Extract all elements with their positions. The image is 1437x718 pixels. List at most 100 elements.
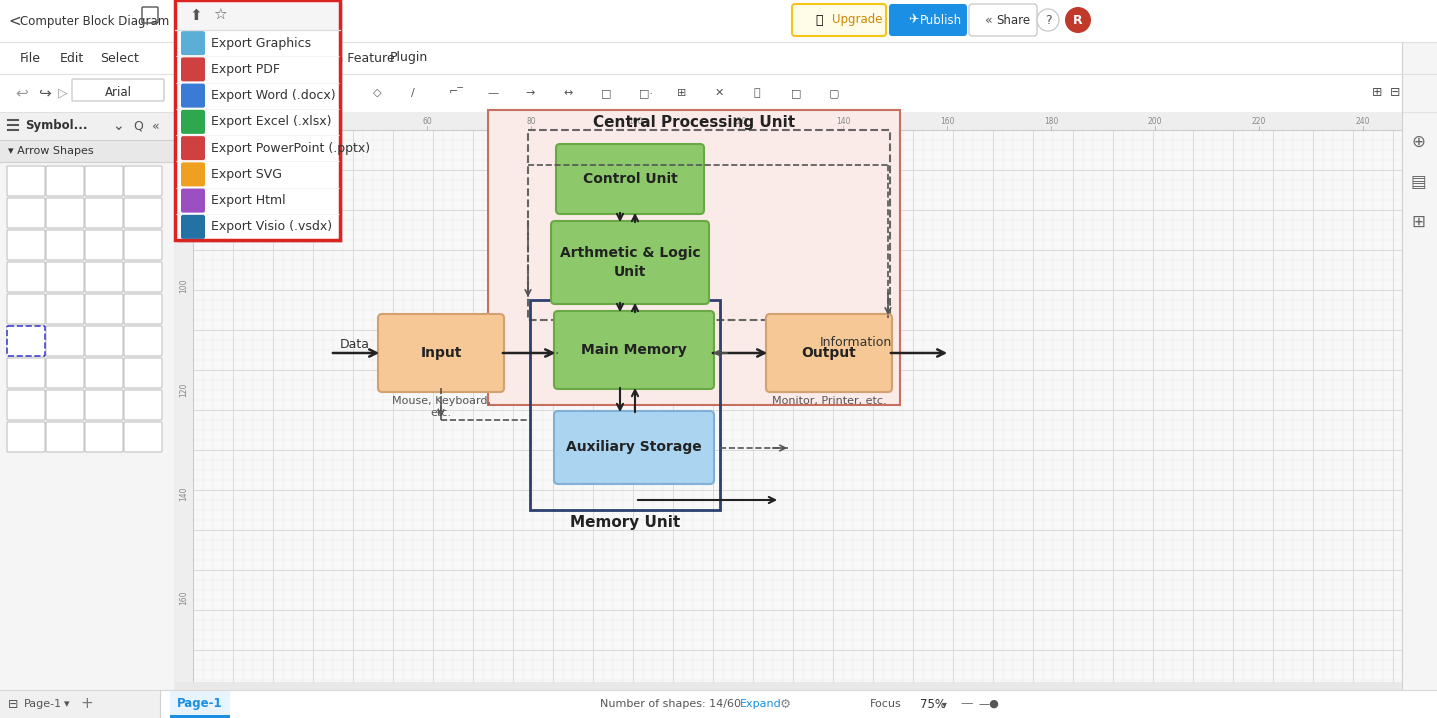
Text: Output: Output [802,346,856,360]
FancyBboxPatch shape [1403,42,1437,690]
Text: T: T [335,88,342,98]
Text: File: File [20,52,42,65]
Text: ✕: ✕ [716,88,724,98]
Text: Arial: Arial [105,86,132,100]
FancyBboxPatch shape [181,189,205,213]
FancyBboxPatch shape [7,390,45,420]
Text: ▤: ▤ [1410,173,1426,191]
FancyBboxPatch shape [124,294,162,324]
Text: R: R [1073,14,1083,27]
Text: Export SVG: Export SVG [211,168,282,181]
Text: <: < [9,14,20,29]
FancyBboxPatch shape [555,411,714,484]
Text: Publish: Publish [920,14,963,27]
Text: Control Unit: Control Unit [582,172,677,186]
Text: ≡▾: ≡▾ [297,88,312,98]
Text: 140: 140 [836,116,851,126]
Text: →: → [525,88,535,98]
Text: Input: Input [420,346,461,360]
FancyBboxPatch shape [85,230,124,260]
Text: Monitor, Printer, etc.: Monitor, Printer, etc. [772,396,887,406]
Text: 75%: 75% [920,697,946,711]
Text: AI: AI [244,52,257,65]
Text: Central Processing Unit: Central Processing Unit [593,116,795,131]
Text: 240: 240 [1355,116,1371,126]
Text: ⊕: ⊕ [1411,133,1426,151]
Text: Main Memory: Main Memory [581,343,687,357]
FancyBboxPatch shape [175,112,193,130]
Text: 160: 160 [940,116,954,126]
FancyBboxPatch shape [378,314,504,392]
Text: Information: Information [821,337,892,350]
FancyBboxPatch shape [0,690,160,718]
Text: Page-1: Page-1 [24,699,62,709]
FancyBboxPatch shape [124,198,162,228]
Text: ↔: ↔ [563,88,572,98]
FancyBboxPatch shape [175,74,1437,112]
Text: Q: Q [134,119,142,133]
Text: Export Excel (.xlsx): Export Excel (.xlsx) [211,116,332,129]
FancyBboxPatch shape [85,198,124,228]
Text: Symbol: Symbol [190,52,237,65]
Text: ⊟: ⊟ [1390,86,1401,100]
Text: ⊞: ⊞ [677,88,687,98]
FancyBboxPatch shape [124,166,162,196]
Text: 🔒: 🔒 [753,88,760,98]
FancyBboxPatch shape [7,422,45,452]
FancyBboxPatch shape [181,57,205,81]
Text: —●: —● [979,699,999,709]
Text: ↩: ↩ [14,85,27,101]
Text: 180: 180 [1043,116,1058,126]
Text: Edit: Edit [60,52,85,65]
Text: 🛒: 🛒 [815,14,822,27]
FancyBboxPatch shape [181,162,205,187]
Text: ⊟: ⊟ [9,697,19,711]
FancyBboxPatch shape [0,112,175,140]
FancyBboxPatch shape [46,390,83,420]
FancyBboxPatch shape [46,166,83,196]
FancyBboxPatch shape [175,130,193,690]
FancyBboxPatch shape [0,74,175,112]
Circle shape [1038,9,1059,31]
Text: ▾: ▾ [65,699,69,709]
FancyBboxPatch shape [175,42,1437,74]
Text: 160: 160 [180,591,188,605]
Text: —: — [487,88,499,98]
Text: —: — [960,697,973,711]
Text: Arthmetic & Logic
Unit: Arthmetic & Logic Unit [559,246,700,279]
FancyBboxPatch shape [193,130,1403,690]
FancyBboxPatch shape [7,358,45,388]
Text: 60: 60 [422,116,433,126]
FancyBboxPatch shape [7,326,45,356]
Circle shape [1065,7,1091,33]
Text: Page-1: Page-1 [177,697,223,711]
FancyBboxPatch shape [178,3,343,243]
FancyBboxPatch shape [7,294,45,324]
Text: ☆: ☆ [207,12,221,30]
Text: 140: 140 [180,487,188,501]
Text: Number of shapes: 14/60: Number of shapes: 14/60 [601,699,741,709]
FancyBboxPatch shape [193,112,1403,130]
Text: 100: 100 [180,279,188,293]
FancyBboxPatch shape [175,0,341,30]
Text: Export Html: Export Html [211,194,286,207]
FancyBboxPatch shape [890,4,967,36]
Text: ▷: ▷ [57,86,68,100]
Text: «: « [152,119,160,133]
Text: ≡: ≡ [259,88,269,98]
FancyBboxPatch shape [124,422,162,452]
Text: Search Feature: Search Feature [300,52,395,65]
Text: 80: 80 [180,177,188,187]
FancyBboxPatch shape [489,110,900,405]
FancyBboxPatch shape [175,682,1403,690]
Text: Computer Block Diagram: Computer Block Diagram [20,14,170,27]
FancyBboxPatch shape [124,390,162,420]
FancyBboxPatch shape [7,166,45,196]
FancyBboxPatch shape [556,144,704,214]
Text: 20: 20 [214,116,224,126]
Text: Auxiliary Storage: Auxiliary Storage [566,441,701,454]
FancyBboxPatch shape [969,4,1038,36]
Text: 200: 200 [1148,116,1163,126]
Text: ▾ Arrow Shapes: ▾ Arrow Shapes [9,146,93,156]
FancyBboxPatch shape [7,198,45,228]
